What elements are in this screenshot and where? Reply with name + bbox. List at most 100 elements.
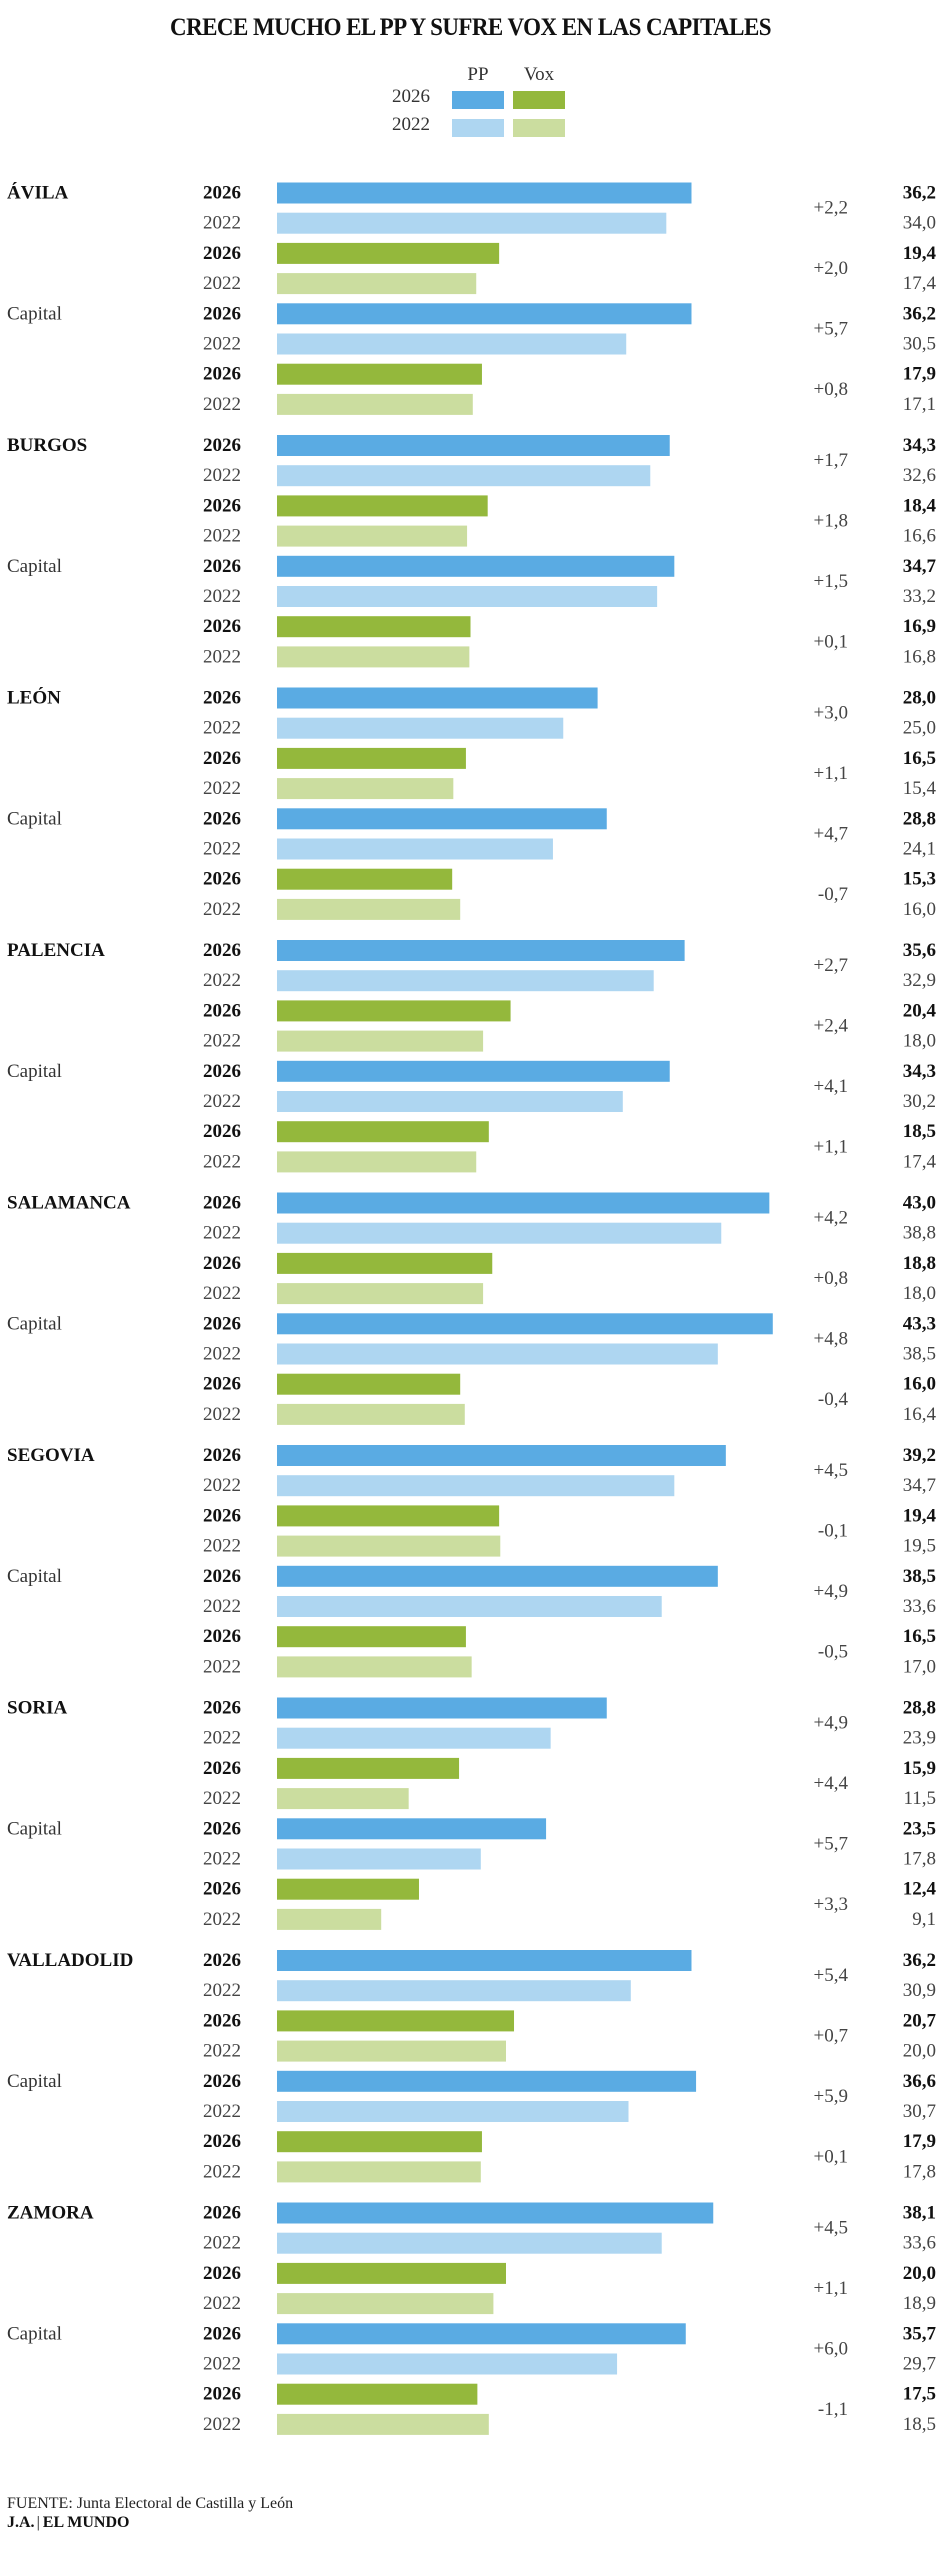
diff-label-leon-province-pp: +3,0 [814, 703, 848, 724]
year-label-avila-capital-pp-2022: 2022 [203, 334, 241, 355]
bar-valladolid-province-vox-2022 [277, 2040, 506, 2062]
year-label-soria-capital-pp-2026: 2026 [203, 1818, 241, 1839]
year-label-segovia-province-pp-2026: 2026 [203, 1445, 241, 1466]
year-label-salamanca-capital-vox-2026: 2026 [203, 1374, 241, 1395]
year-label-zamora-province-vox-2022: 2022 [203, 2293, 241, 2314]
province-label-avila: ÁVILA [7, 182, 69, 204]
value-label-valladolid-province-pp-2026: 36,2 [903, 1950, 936, 1971]
value-label-burgos-province-vox-2026: 18,4 [903, 495, 937, 516]
year-label-segovia-capital-pp-2022: 2022 [203, 1596, 241, 1617]
value-label-leon-capital-vox-2022: 16,0 [903, 899, 936, 920]
value-label-leon-province-vox-2026: 16,5 [903, 748, 936, 769]
legend-header-pp: PP [467, 64, 489, 85]
bar-leon-capital-pp-2022 [277, 838, 553, 860]
bar-leon-capital-pp-2026 [277, 808, 607, 830]
capital-label-palencia: Capital [7, 1061, 62, 1082]
value-label-salamanca-capital-vox-2022: 16,4 [903, 1404, 937, 1425]
value-label-zamora-capital-vox-2022: 18,5 [903, 2414, 936, 2435]
bar-burgos-capital-pp-2022 [277, 586, 658, 607]
year-label-leon-capital-vox-2022: 2022 [203, 899, 241, 920]
diff-label-valladolid-capital-vox: +0,1 [814, 2146, 848, 2167]
credit-line: J.A. | EL MUNDO [7, 2514, 129, 2532]
value-label-palencia-capital-pp-2026: 34,3 [903, 1061, 936, 1082]
diff-label-palencia-province-pp: +2,7 [814, 955, 848, 976]
bar-palencia-capital-pp-2022 [277, 1091, 623, 1112]
diff-label-valladolid-capital-pp: +5,9 [814, 2086, 848, 2107]
legend-swatch-pp-2022 [452, 119, 504, 137]
diff-label-palencia-capital-vox: +1,1 [814, 1136, 848, 1157]
legend-swatch-vox-2026 [513, 91, 565, 109]
value-label-zamora-capital-pp-2022: 29,7 [903, 2354, 936, 2375]
year-label-valladolid-capital-pp-2022: 2022 [203, 2101, 241, 2122]
diff-label-leon-capital-pp: +4,7 [814, 823, 848, 844]
capital-label-burgos: Capital [7, 556, 62, 577]
bar-segovia-province-vox-2022 [277, 1535, 501, 1557]
year-label-valladolid-capital-pp-2026: 2026 [203, 2071, 241, 2092]
value-label-burgos-province-pp-2022: 32,6 [903, 465, 936, 486]
year-label-avila-capital-vox-2026: 2026 [203, 364, 241, 385]
year-label-soria-province-pp-2022: 2022 [203, 1728, 241, 1749]
value-label-valladolid-capital-pp-2026: 36,6 [903, 2071, 936, 2092]
author: J.A. [7, 2514, 35, 2531]
bar-palencia-province-pp-2026 [277, 940, 685, 961]
bar-avila-province-pp-2022 [277, 212, 667, 234]
value-label-avila-province-vox-2022: 17,4 [903, 273, 937, 294]
year-label-burgos-province-vox-2022: 2022 [203, 526, 241, 547]
bar-burgos-capital-vox-2022 [277, 646, 470, 668]
diff-label-palencia-capital-pp: +4,1 [814, 1076, 848, 1097]
capital-label-soria: Capital [7, 1818, 62, 1839]
year-label-salamanca-capital-vox-2022: 2022 [203, 1404, 241, 1425]
diff-label-zamora-capital-vox: -1,1 [818, 2399, 848, 2420]
bar-burgos-capital-pp-2026 [277, 555, 675, 577]
year-label-burgos-province-pp-2022: 2022 [203, 465, 241, 486]
capital-label-salamanca: Capital [7, 1313, 62, 1334]
bar-segovia-province-vox-2026 [277, 1505, 500, 1527]
year-label-leon-province-vox-2022: 2022 [203, 778, 241, 799]
bar-palencia-province-pp-2022 [277, 970, 654, 992]
year-label-leon-capital-pp-2026: 2026 [203, 808, 241, 829]
year-label-burgos-province-vox-2026: 2026 [203, 495, 241, 516]
legend-row-2022: 2022 [392, 114, 430, 135]
bar-salamanca-province-vox-2022 [277, 1283, 484, 1305]
year-label-avila-province-vox-2022: 2022 [203, 273, 241, 294]
diff-label-salamanca-province-pp: +4,2 [814, 1208, 848, 1229]
value-label-valladolid-province-pp-2022: 30,9 [903, 1980, 936, 2001]
bar-segovia-capital-vox-2022 [277, 1656, 472, 1678]
capital-label-leon: Capital [7, 808, 62, 829]
province-label-palencia: PALENCIA [7, 940, 105, 961]
year-label-salamanca-capital-pp-2026: 2026 [203, 1313, 241, 1334]
bar-leon-province-vox-2026 [277, 747, 466, 769]
year-label-segovia-province-pp-2022: 2022 [203, 1475, 241, 1496]
value-label-soria-capital-vox-2022: 9,1 [912, 1909, 936, 1930]
diff-label-soria-province-pp: +4,9 [814, 1713, 848, 1734]
bar-zamora-province-vox-2022 [277, 2293, 494, 2315]
value-label-palencia-capital-vox-2022: 17,4 [903, 1151, 937, 1172]
diff-label-segovia-province-vox: -0,1 [818, 1521, 848, 1542]
legend-row-2026: 2026 [392, 86, 430, 107]
year-label-avila-province-vox-2026: 2026 [203, 243, 241, 264]
value-label-salamanca-capital-vox-2026: 16,0 [903, 1374, 936, 1395]
year-label-palencia-capital-pp-2026: 2026 [203, 1061, 241, 1082]
year-label-valladolid-capital-vox-2022: 2022 [203, 2161, 241, 2182]
source-note: FUENTE: Junta Electoral de Castilla y Le… [7, 2495, 294, 2512]
value-label-salamanca-province-pp-2022: 38,8 [903, 1223, 936, 1244]
year-label-zamora-capital-pp-2026: 2026 [203, 2323, 241, 2344]
value-label-segovia-capital-pp-2026: 38,5 [903, 1566, 936, 1587]
bar-valladolid-province-pp-2026 [277, 1950, 692, 1971]
value-label-zamora-province-vox-2022: 18,9 [903, 2293, 936, 2314]
year-label-zamora-capital-pp-2022: 2022 [203, 2354, 241, 2375]
diff-label-soria-capital-vox: +3,3 [814, 1894, 848, 1915]
bar-zamora-capital-pp-2026 [277, 2323, 686, 2345]
diff-label-soria-province-vox: +4,4 [814, 1773, 849, 1794]
year-label-zamora-capital-vox-2022: 2022 [203, 2414, 241, 2435]
bar-palencia-province-vox-2026 [277, 1000, 511, 1022]
legend-swatch-vox-2022 [513, 119, 565, 137]
diff-label-zamora-province-vox: +1,1 [814, 2278, 848, 2299]
value-label-leon-province-pp-2026: 28,0 [903, 688, 936, 709]
province-label-valladolid: VALLADOLID [7, 1950, 133, 1971]
year-label-soria-province-vox-2022: 2022 [203, 1788, 241, 1809]
province-label-salamanca: SALAMANCA [7, 1193, 131, 1214]
year-label-segovia-capital-vox-2022: 2022 [203, 1656, 241, 1677]
value-label-salamanca-province-vox-2022: 18,0 [903, 1283, 936, 1304]
